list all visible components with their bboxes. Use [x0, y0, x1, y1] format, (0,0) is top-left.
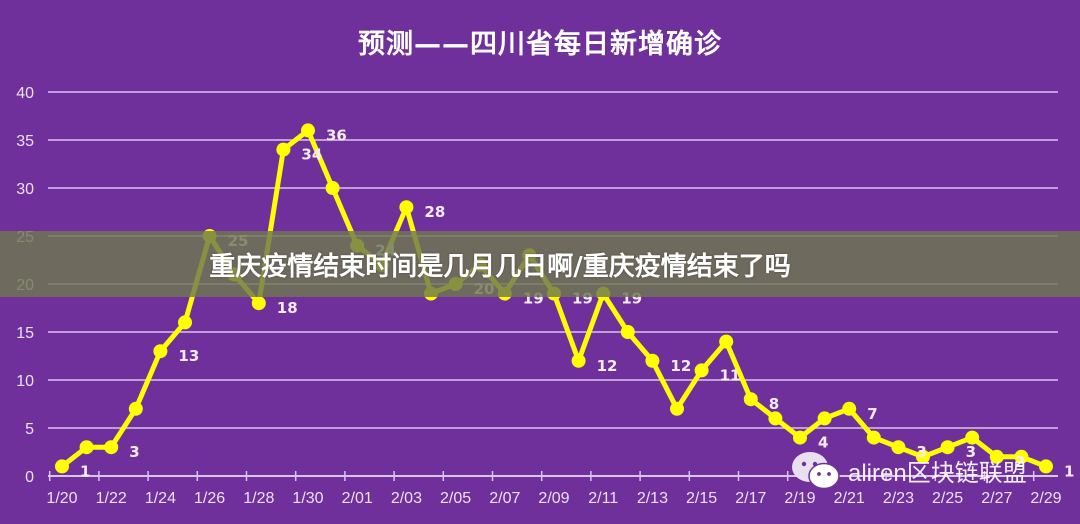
- data-point: [1014, 449, 1029, 464]
- x-tick-label: 2/17: [735, 490, 766, 507]
- x-tick-label: 2/03: [391, 490, 422, 507]
- data-point: [153, 344, 168, 359]
- overlay-banner-text: 重庆疫情结束时间是几月几日啊/重庆疫情结束了吗: [209, 251, 791, 282]
- x-tick-label: 1/30: [292, 490, 323, 507]
- overlay-banner: 重庆疫情结束时间是几月几日啊/重庆疫情结束了吗: [0, 231, 1080, 297]
- data-label: 7: [867, 405, 877, 423]
- data-label: 4: [818, 434, 828, 452]
- watermark: aliren区块链联盟: [790, 450, 1027, 490]
- data-point: [719, 334, 734, 349]
- data-label: 3: [916, 443, 926, 461]
- data-point: [128, 401, 143, 416]
- y-tick-label: 15: [16, 325, 34, 342]
- data-label: 18: [277, 299, 298, 317]
- data-point: [989, 449, 1004, 464]
- data-point: [670, 401, 684, 416]
- data-point: [743, 392, 758, 407]
- data-point: [55, 459, 69, 474]
- x-tick-label: 2/11: [588, 490, 618, 507]
- y-tick-label: 35: [16, 133, 34, 150]
- data-point: [276, 142, 291, 157]
- data-point: [768, 411, 783, 426]
- data-label: 8: [769, 395, 779, 413]
- data-point: [891, 440, 906, 455]
- data-point: [694, 363, 709, 378]
- data-label: 2: [1015, 453, 1025, 471]
- data-label: 11: [720, 366, 741, 384]
- data-point: [866, 430, 881, 445]
- x-tick-label: 2/27: [981, 490, 1012, 507]
- data-point: [940, 440, 955, 455]
- y-tick-label: 10: [16, 373, 34, 390]
- data-label: 1: [80, 462, 90, 480]
- x-tick-label: 2/13: [637, 490, 668, 507]
- x-tick-label: 2/19: [784, 490, 815, 507]
- x-tick-label: 2/15: [686, 490, 717, 507]
- data-point: [325, 181, 340, 195]
- data-point: [251, 296, 266, 311]
- x-tick-label: 2/23: [883, 490, 914, 507]
- x-tick-label: 2/25: [932, 490, 963, 507]
- data-label: 13: [178, 347, 199, 365]
- data-label: 3: [966, 443, 976, 461]
- data-point: [817, 411, 832, 426]
- data-point: [965, 430, 980, 445]
- wechat-icon: [792, 452, 840, 490]
- watermark-text: aliren区块链联盟: [848, 459, 1027, 487]
- data-point: [916, 449, 930, 464]
- x-tick-label: 1/20: [46, 490, 77, 507]
- data-point: [178, 315, 192, 330]
- data-label: 34: [301, 146, 322, 164]
- x-tick-label: 1/24: [145, 490, 176, 507]
- data-label: 1: [1064, 462, 1074, 480]
- data-label: 3: [129, 443, 139, 461]
- x-tick-label: 1/28: [243, 490, 274, 507]
- chart-title: 预测——四川省每日新增确诊: [358, 29, 722, 60]
- y-tick-label: 0: [25, 469, 34, 486]
- x-tick-label: 2/01: [342, 490, 373, 507]
- x-tick-label: 1/22: [96, 490, 127, 507]
- x-tick-label: 2/07: [489, 490, 520, 507]
- x-tick-label: 2/29: [1030, 490, 1061, 507]
- data-label: 36: [326, 126, 347, 144]
- data-point: [1039, 459, 1053, 474]
- data-label: 12: [670, 357, 691, 375]
- data-point: [301, 123, 315, 138]
- y-tick-label: 5: [25, 421, 34, 438]
- y-tick-label: 40: [16, 85, 34, 102]
- x-tick-label: 1/26: [194, 490, 225, 507]
- data-point: [620, 325, 635, 339]
- data-point: [571, 353, 586, 368]
- y-tick-label: 30: [16, 181, 34, 198]
- x-tick-label: 2/09: [538, 490, 569, 507]
- data-point: [104, 440, 119, 455]
- data-point: [645, 353, 660, 368]
- data-label: 28: [424, 203, 445, 221]
- data-point: [79, 440, 94, 455]
- x-tick-label: 2/05: [440, 490, 471, 507]
- data-point: [399, 200, 414, 215]
- data-point: [842, 401, 857, 416]
- data-point: [793, 430, 807, 445]
- data-label: 12: [597, 357, 618, 375]
- x-tick-label: 2/21: [834, 490, 865, 507]
